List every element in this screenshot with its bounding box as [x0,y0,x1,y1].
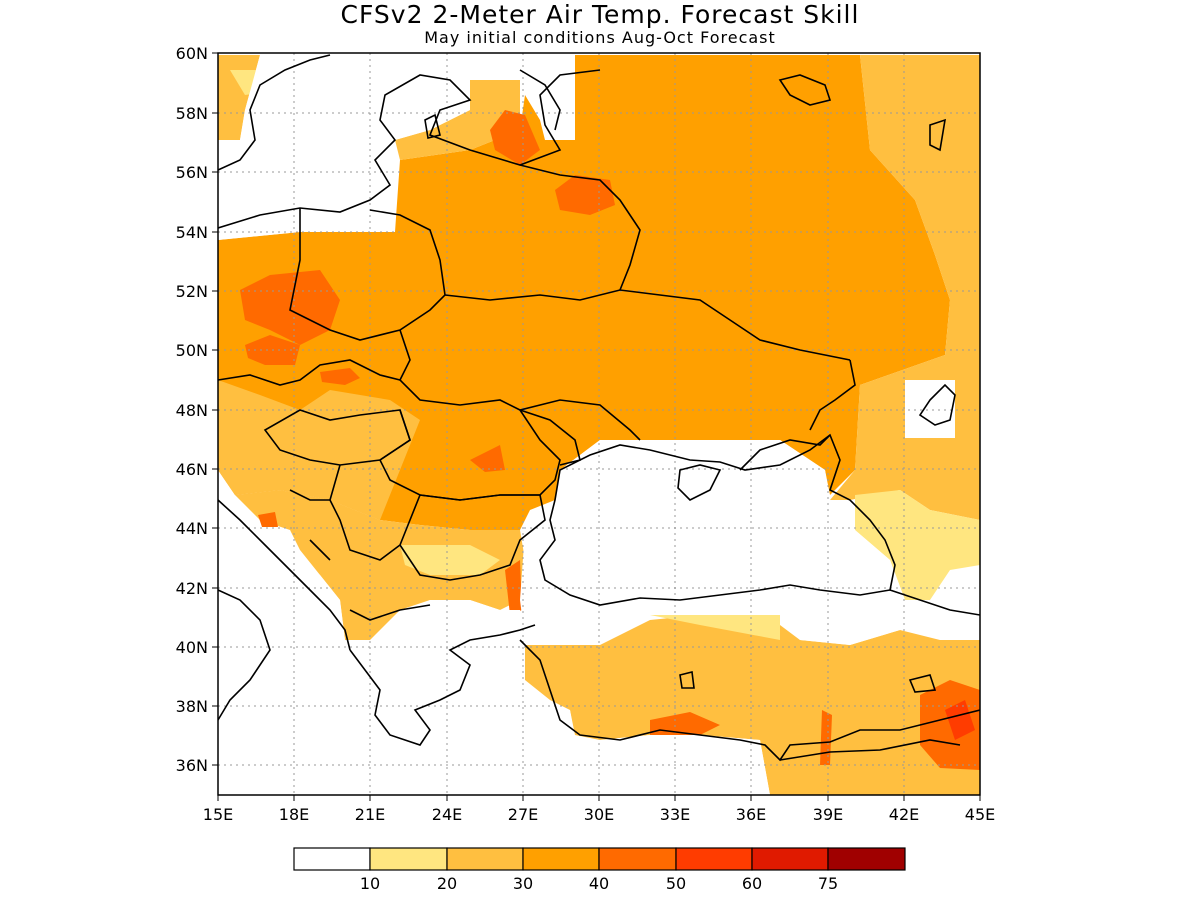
lat-tick-label: 52N [176,282,208,301]
skill-region-40-50-romania [470,445,505,472]
lon-tick-label: 24E [432,805,462,824]
grid-lines [218,53,980,795]
lat-tick-label: 36N [176,756,208,775]
lon-tick-label: 27E [508,805,538,824]
border-bulgaria [399,494,546,581]
lat-tick-label: 54N [176,223,208,242]
lon-tick-label: 33E [660,805,690,824]
black-sea-mask [520,440,905,645]
crimea [677,464,722,501]
legend-label: 20 [437,874,457,893]
lon-tick-label: 18E [279,805,309,824]
legend-swatch [675,847,753,871]
legend-swatch [827,847,906,871]
azov-coast [739,434,831,471]
coastlines-borders [218,54,980,762]
border-turkey-georgia [889,589,980,616]
italy-coast [218,589,271,721]
adriatic-coast [218,499,351,651]
skill-region-10-20-anatolia [650,615,780,640]
greece-coast [349,624,536,746]
legend-label: 75 [818,874,838,893]
lake-onega [929,118,947,152]
legend-swatch [446,847,524,871]
gotland-island [424,113,441,139]
skill-region-40-50-belarus [555,175,615,215]
aegean-mask [218,560,770,795]
lat-tick-label: 40N [176,638,208,657]
lat-tick-label: 42N [176,579,208,598]
legend-swatch [293,847,371,871]
legend-swatch [522,847,600,871]
gulf-mask [525,55,575,140]
chart-subtitle: May initial conditions Aug-Oct Forecast [424,28,776,47]
skill-region-40-50-slovakia [320,368,360,385]
border-serbia [329,464,421,561]
border-belarus-russia [519,164,641,291]
lon-tick-label: 15E [203,805,233,824]
lon-tick-label: 42E [889,805,919,824]
lat-ticks [212,52,218,766]
lat-tick-label: 50N [176,341,208,360]
lake-van [908,674,937,693]
legend-label: 10 [360,874,380,893]
lat-tick-label: 58N [176,104,208,123]
black-sea-coast [539,433,896,606]
lon-axis: 15E 18E 21E 24E 27E 30E 33E 36E 39E 42E … [203,805,995,824]
anatolia-south-coast [519,639,980,762]
skill-region-50-60-east [945,700,975,740]
skill-region-10-20-caucasus [855,490,980,600]
lon-tick-label: 21E [355,805,385,824]
skill-region-10-20-balkan [400,545,500,575]
lat-tick-label: 48N [176,401,208,420]
lon-ticks [217,795,981,801]
lat-axis: 60N 58N 56N 54N 52N 50N 48N 46N 44N 42N … [176,44,208,775]
adriatic-mask [218,500,300,560]
legend-label: 40 [589,874,609,893]
sweden-coast [218,54,331,171]
legend-label: 30 [513,874,533,893]
lat-tick-label: 44N [176,519,208,538]
legend-swatch [751,847,829,871]
gulf-of-finland [519,69,561,131]
border-turkey-syria [779,739,961,761]
border-balkan-inner [289,489,431,621]
lon-tick-label: 30E [584,805,614,824]
legend-swatch [369,847,448,871]
border-belarus-ukraine [444,289,851,361]
legend-label: 50 [666,874,686,893]
lat-tick-label: 56N [176,163,208,182]
caspian-coast [918,383,956,426]
border-ukraine-russia [809,359,856,431]
border-poland [289,208,446,341]
skill-region-20-30-baltic [395,80,520,160]
skill-region-40-50-anatolia-center [650,712,720,735]
legend-swatch [598,847,677,871]
lon-tick-label: 36E [736,805,766,824]
lat-tick-label: 38N [176,697,208,716]
skill-region-20-30-balkan [235,490,525,640]
caspian-mask [905,380,955,438]
color-legend: 10 20 30 40 50 60 75 [293,847,906,893]
border-austria-czech [218,359,401,386]
skill-region-40-50-anatolia-south [820,710,832,765]
lon-tick-label: 45E [965,805,995,824]
border-moldova [519,409,581,466]
lat-tick-label: 46N [176,460,208,479]
north-sea-mask [218,55,470,240]
lon-tick-label: 39E [813,805,843,824]
lake-ladoga [778,74,832,106]
skill-region-40-50-latvia [490,110,540,165]
chart-title: CFSv2 2-Meter Air Temp. Forecast Skill [340,0,860,29]
skill-region-40-50-croatia [258,512,278,527]
legend-label: 60 [742,874,762,893]
lake-tuz [679,671,695,689]
border-ukraine-romania [399,329,641,441]
baltic-coast [218,69,601,229]
lat-tick-label: 60N [176,44,208,63]
